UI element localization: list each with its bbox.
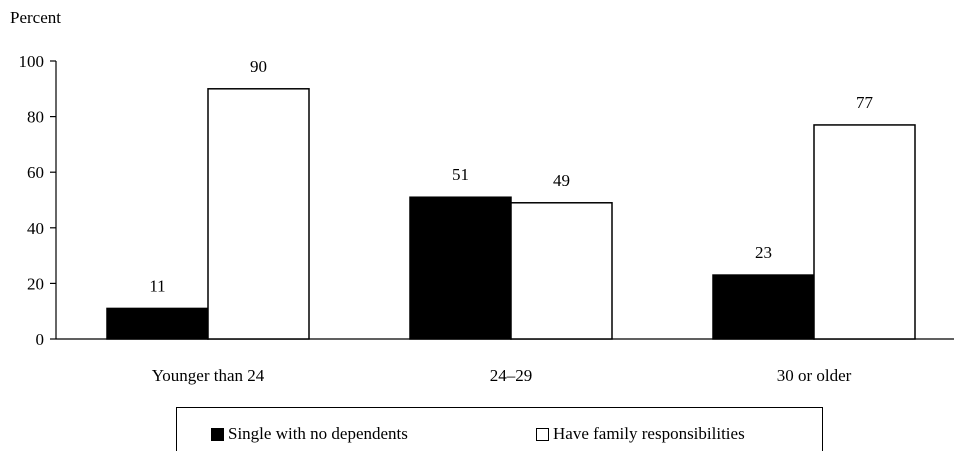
bar-chart: Percent 0 20 40 60 80 100 11 90 51 49 23 77 Younge… — [10, 8, 954, 385]
legend-label-family: Have family responsibilities — [553, 424, 745, 443]
bar-family-1 — [510, 202, 613, 340]
bar-family-0 — [207, 88, 310, 340]
data-label: 23 — [755, 243, 772, 262]
y-axis-label: Percent — [10, 8, 61, 27]
y-tick-label: 100 — [19, 52, 45, 71]
data-label: 11 — [149, 276, 165, 295]
legend: Single with no dependents Have family re… — [176, 407, 823, 451]
legend-label-single: Single with no dependents — [228, 424, 408, 443]
category-label: Younger than 24 — [152, 366, 265, 385]
bars — [106, 88, 916, 340]
bar-family-2 — [813, 124, 916, 340]
bar-single-2 — [712, 274, 815, 340]
bar-single-1 — [409, 196, 512, 340]
bar-single-0 — [106, 307, 209, 340]
data-labels: 11 90 51 49 23 77 — [149, 57, 873, 296]
legend-swatch-family — [536, 427, 549, 441]
data-label: 90 — [250, 57, 267, 76]
legend-entry-single: Single with no dependents — [211, 424, 408, 444]
y-tick-label: 40 — [27, 219, 44, 238]
y-tick-label: 0 — [36, 330, 45, 349]
data-label: 51 — [452, 165, 469, 184]
data-label: 77 — [856, 93, 874, 112]
category-label: 24–29 — [490, 366, 533, 385]
legend-entry-family: Have family responsibilities — [536, 424, 745, 444]
legend-swatch-single — [211, 427, 224, 441]
data-label: 49 — [553, 171, 570, 190]
category-labels: Younger than 24 24–29 30 or older — [152, 366, 852, 385]
y-tick-label: 80 — [27, 108, 44, 127]
y-tick-label: 60 — [27, 163, 44, 182]
y-ticks: 0 20 40 60 80 100 — [19, 52, 56, 349]
y-tick-label: 20 — [27, 274, 44, 293]
category-label: 30 or older — [777, 366, 852, 385]
